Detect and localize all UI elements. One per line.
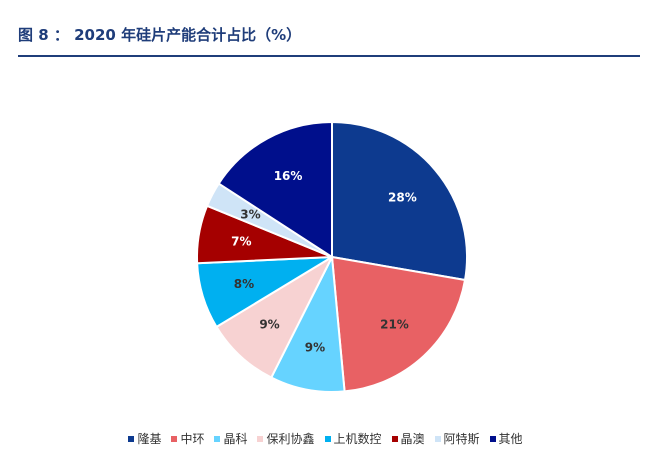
legend-item-7: 其他: [489, 430, 523, 447]
data-label-6: 3%: [240, 207, 260, 221]
legend-swatch: [489, 435, 496, 442]
legend-swatch: [434, 435, 441, 442]
pie-slice-7: [217, 121, 333, 258]
legend-item-5: 晶澳: [391, 430, 425, 447]
legend-label: 隆基: [137, 432, 162, 446]
legend-item-2: 晶科: [214, 430, 247, 447]
data-label-3: 9%: [259, 318, 279, 332]
data-label-1: 21%: [380, 318, 409, 332]
legend-swatch: [257, 435, 264, 442]
chart-legend: 隆基 中环 晶科 保利协鑫 上机数控 晶澳 阿特斯 其他: [0, 430, 651, 447]
legend-label: 晶澳: [400, 432, 425, 446]
pie-slice-1: [331, 256, 467, 393]
legend-label: 晶科: [223, 432, 248, 446]
figure-title: 图 8 ： 2020 年硅片产能合计占比（%）: [18, 26, 302, 44]
legend-label: 保利协鑫: [266, 432, 315, 446]
legend-swatch: [391, 435, 398, 442]
legend-swatch: [171, 435, 178, 442]
legend-label: 其他: [498, 432, 523, 446]
legend-label: 阿特斯: [443, 432, 480, 446]
legend-item-3: 保利协鑫: [257, 430, 315, 447]
legend-swatch: [214, 435, 221, 442]
title-underline: [18, 55, 640, 57]
legend-item-0: 隆基: [128, 430, 161, 447]
data-label-4: 8%: [234, 277, 254, 291]
legend-label: 上机数控: [333, 432, 382, 446]
legend-item-6: 阿特斯: [434, 430, 480, 447]
data-label-5: 7%: [231, 234, 251, 248]
legend-item-4: 上机数控: [324, 430, 382, 447]
legend-swatch: [128, 435, 135, 442]
pie-slice-0: [331, 121, 468, 281]
legend-item-1: 中环: [171, 430, 204, 447]
data-label-7: 16%: [274, 169, 303, 183]
legend-label: 中环: [180, 432, 205, 446]
data-label-0: 28%: [388, 191, 417, 205]
data-label-2: 9%: [305, 340, 325, 354]
legend-swatch: [324, 435, 331, 442]
